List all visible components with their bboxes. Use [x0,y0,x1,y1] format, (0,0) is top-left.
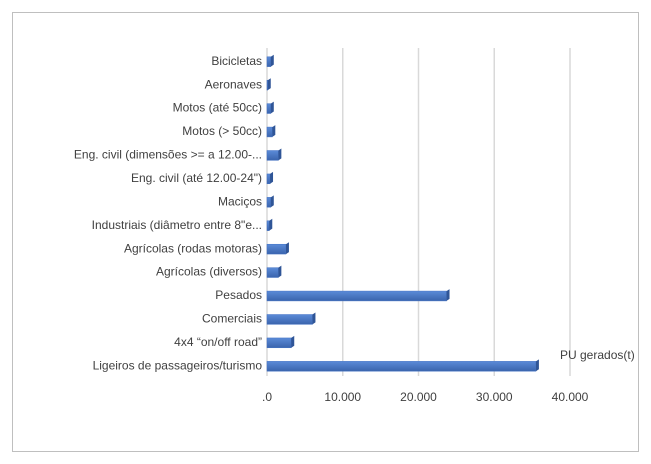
bar-depth [278,265,282,278]
x-tick-label: 40.000 [552,390,589,404]
bar [266,79,269,91]
bar [266,267,279,278]
bar-depth [312,312,316,325]
bar-depth [272,125,276,137]
bar-depth [291,335,295,348]
bar-depth [278,148,282,161]
bar [266,197,272,208]
bar [266,337,292,349]
chart-frame [12,12,639,452]
bar [266,103,272,114]
y-tick-label: Pesados [215,288,262,302]
y-tick-label: Motos (> 50cc) [182,124,262,138]
bar-depth [270,171,274,184]
bar [266,126,273,138]
bar [266,361,537,372]
bar [266,243,287,255]
bar-depth [446,289,450,301]
y-tick-label: Agrícolas (rodas motoras) [124,241,262,255]
x-tick-label: 20.000 [400,390,437,404]
bar-depth [270,101,274,114]
y-tick-label: Eng. civil (dimensões >= a 12.00-... [74,148,262,162]
y-tick-label: Agrícolas (diversos) [156,265,262,279]
bar [266,173,271,185]
y-tick-label: Industriais (diâmetro entre 8"e... [92,218,262,232]
y-tick-label: Bicicletas [211,54,262,68]
bar-depth [535,359,539,372]
x-tick-label: 30.000 [476,390,513,404]
y-tick-label: Comerciais [202,312,262,326]
bar-depth [269,218,273,231]
y-tick-label: 4x4 “on/off road” [174,335,262,349]
x-tick-label: .0 [262,390,272,404]
x-tick-label: 10.000 [324,390,361,404]
bar [266,290,447,302]
bar-depth [270,54,274,67]
bar [266,56,272,67]
bar [266,314,313,325]
y-tick-label: Aeronaves [205,77,262,91]
bar-depth [285,242,289,255]
y-tick-label: Ligeiros de passageiros/turismo [93,358,263,372]
y-tick-label: Eng. civil (até 12.00-24") [131,171,262,185]
bar [266,150,279,161]
legend-label: PU gerados(t) [560,348,635,362]
y-tick-label: Maciços [218,194,262,208]
bar-depth [270,195,274,208]
bar-depth [267,78,271,91]
y-tick-label: Motos (até 50cc) [173,101,262,115]
bar [266,220,270,231]
